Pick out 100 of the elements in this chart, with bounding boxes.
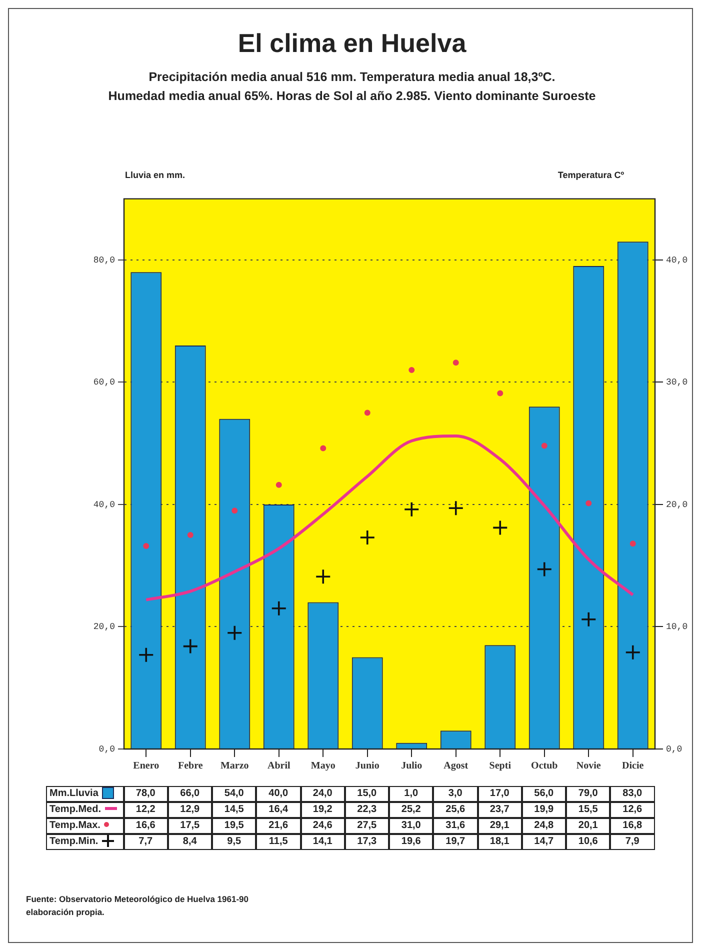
x-tick-label: Septi	[489, 760, 512, 772]
data-label: 17,3	[344, 834, 389, 850]
data-label: 19,9	[522, 802, 566, 818]
y-tick-label: 60,0	[93, 378, 115, 388]
point	[315, 568, 332, 585]
data-label: 79,0	[566, 786, 610, 802]
point	[232, 508, 238, 514]
data-label: 24,8	[522, 818, 566, 834]
data-label: 16,6	[124, 818, 168, 834]
point	[404, 501, 420, 518]
point	[497, 390, 504, 396]
data-label: 10,6	[566, 834, 610, 850]
point	[364, 410, 370, 416]
data-label: 78,0	[124, 786, 168, 802]
data-label: 9,5	[212, 834, 256, 850]
x-tick-label: Dicie	[622, 760, 644, 772]
data-label: 11,5	[256, 834, 300, 850]
data-label: 12,9	[168, 802, 212, 818]
y2-tick-label: 0,0	[666, 744, 682, 754]
chart-subtitle: Precipitación media anual 516 mm. Temperatura media anual 18,3ºC. Humedad media anual 65%. Horas de Sol al año 2.985. Viento dominante Suroeste	[107, 69, 597, 105]
data-label: 25,6	[433, 802, 478, 818]
x-tick-label: Febre	[178, 760, 204, 772]
data-label: 14,7	[522, 834, 566, 850]
point	[624, 644, 641, 660]
point	[586, 500, 592, 506]
point	[270, 600, 287, 616]
data-label: 16,4	[256, 802, 300, 818]
data-label: 25,2	[389, 802, 434, 818]
legend-label: Temp.Med.	[50, 804, 101, 814]
point	[187, 532, 194, 538]
x-tick-label: Junio	[355, 760, 380, 772]
point	[182, 638, 198, 654]
point	[452, 360, 459, 366]
point	[492, 520, 508, 536]
data-label: 31,6	[433, 818, 478, 834]
data-label: 7,9	[610, 834, 654, 850]
legend-label: Temp.Min.	[50, 836, 98, 846]
data-label: 19,7	[433, 834, 478, 850]
point	[541, 442, 548, 449]
y2-axis-title: Temperatura Cº	[558, 170, 624, 180]
data-label: 21,6	[256, 818, 300, 834]
data-label: 14,5	[212, 802, 256, 818]
data-label: 24,6	[300, 818, 345, 834]
data-label: 20,1	[566, 818, 610, 834]
legend-label: Temp.Max.	[50, 820, 100, 830]
data-label: 17,5	[168, 818, 212, 834]
x-tick-label: Julio	[401, 760, 422, 772]
point	[630, 540, 636, 547]
point	[359, 530, 376, 546]
data-label: 40,0	[256, 786, 300, 802]
data-label: 56,0	[522, 786, 566, 802]
data-label: 29,1	[478, 818, 522, 834]
chart-title: El clima en Huelva	[236, 28, 468, 59]
y-tick-label: 0,0	[98, 744, 115, 754]
x-tick-label: Mayo	[310, 760, 336, 772]
data-label: 3,0	[433, 786, 478, 802]
x-tick-label: Enero	[133, 760, 160, 772]
y-tick-label: 80,0	[93, 255, 115, 266]
data-label: 54,0	[212, 786, 256, 802]
data-label: 27,5	[344, 818, 389, 834]
y2-tick-label: 20,0	[666, 500, 688, 510]
data-label: 66,0	[168, 786, 212, 802]
data-label: 19,6	[389, 834, 434, 850]
point	[320, 445, 326, 452]
point	[536, 561, 552, 578]
data-label: 15,0	[344, 786, 389, 802]
y2-tick-label: 40,0	[666, 255, 688, 266]
data-label: 23,7	[478, 802, 522, 818]
data-label: 8,4	[168, 834, 212, 850]
data-label: 19,2	[300, 802, 345, 818]
data-label: 83,0	[610, 786, 654, 802]
point	[448, 500, 464, 516]
point	[580, 612, 597, 628]
source-note: Fuente: Observatorio Meteorológico de Huelva 1961-90 elaboración propia.	[26, 893, 248, 919]
data-label: 31,0	[389, 818, 434, 834]
y-tick-label: 20,0	[93, 622, 115, 632]
data-label: 12,6	[610, 802, 654, 818]
x-tick-label: Agost	[444, 760, 469, 772]
data-label: 7,7	[124, 834, 168, 850]
data-label: 16,8	[610, 818, 654, 834]
point	[408, 366, 415, 373]
data-label: 14,1	[300, 834, 345, 850]
data-label: 12,2	[124, 802, 168, 818]
data-label: 18,1	[478, 834, 522, 850]
point	[138, 646, 154, 663]
y-axis-title: Lluvia en mm.	[125, 170, 186, 180]
y-tick-label: 40,0	[93, 500, 115, 510]
x-tick-label: Octub	[531, 760, 558, 772]
data-label: 24,0	[300, 786, 345, 802]
y2-tick-label: 10,0	[666, 622, 688, 632]
data-label: 22,3	[344, 802, 389, 818]
data-label: 19,5	[212, 818, 256, 834]
line-series	[144, 434, 634, 602]
data-label: 15,5	[566, 802, 610, 818]
x-tick-label: Abril	[267, 760, 290, 772]
point	[143, 543, 150, 550]
x-tick-label: Novie	[576, 760, 602, 772]
point	[226, 624, 243, 641]
legend-label: Mm.Lluvia	[50, 788, 98, 798]
x-tick-label: Marzo	[220, 760, 249, 772]
